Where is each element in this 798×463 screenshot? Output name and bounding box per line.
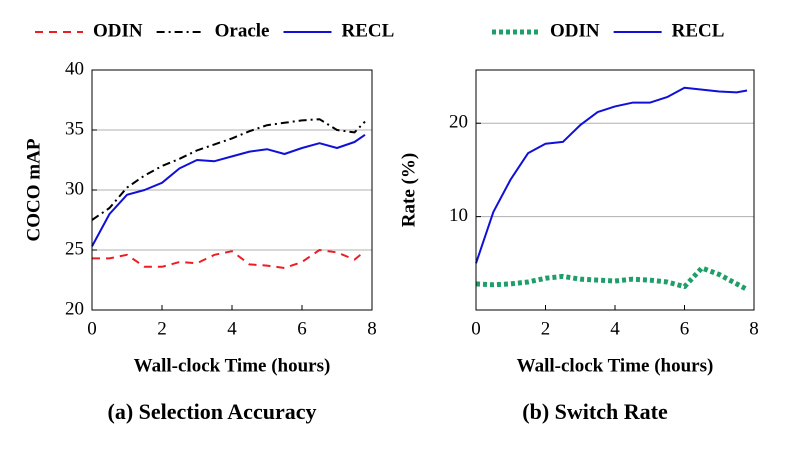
- x-tick-label: 6: [680, 318, 690, 339]
- y-tick-label: 10: [449, 205, 468, 226]
- caption: (b) Switch Rate: [522, 399, 668, 424]
- y-tick-label: 35: [65, 118, 84, 139]
- x-tick-label: 8: [367, 318, 377, 339]
- x-tick-label: 0: [87, 318, 97, 339]
- x-axis-label: Wall-clock Time (hours): [134, 355, 331, 376]
- caption: (a) Selection Accuracy: [108, 399, 317, 424]
- x-tick-label: 4: [227, 318, 237, 339]
- line-series: [91, 133, 366, 247]
- line-series: [475, 86, 748, 264]
- legend-label: RECL: [341, 20, 394, 41]
- y-tick-label: 40: [65, 58, 84, 79]
- line-series: [91, 118, 366, 221]
- legend-label: ODIN: [93, 20, 143, 41]
- legend-label: ODIN: [550, 20, 600, 41]
- x-tick-label: 4: [610, 318, 620, 339]
- line-series: [92, 249, 366, 269]
- line-series: [475, 265, 749, 292]
- y-axis-label: COCO mAP: [23, 138, 44, 241]
- y-tick-label: 20: [65, 298, 84, 319]
- y-tick-label: 25: [65, 238, 84, 259]
- y-axis-label: Rate (%): [398, 153, 419, 227]
- legend-label: RECL: [672, 20, 725, 41]
- y-tick-label: 20: [449, 112, 468, 133]
- plot-frame: [475, 69, 755, 311]
- y-tick-label: 30: [65, 178, 84, 199]
- plot-frame: [91, 69, 373, 311]
- legend-label: Oracle: [215, 20, 270, 41]
- x-tick-label: 2: [157, 318, 167, 339]
- x-tick-label: 2: [541, 318, 551, 339]
- x-axis-label: Wall-clock Time (hours): [517, 355, 714, 376]
- x-tick-label: 0: [471, 318, 481, 339]
- x-tick-label: 6: [297, 318, 307, 339]
- x-tick-label: 8: [749, 318, 759, 339]
